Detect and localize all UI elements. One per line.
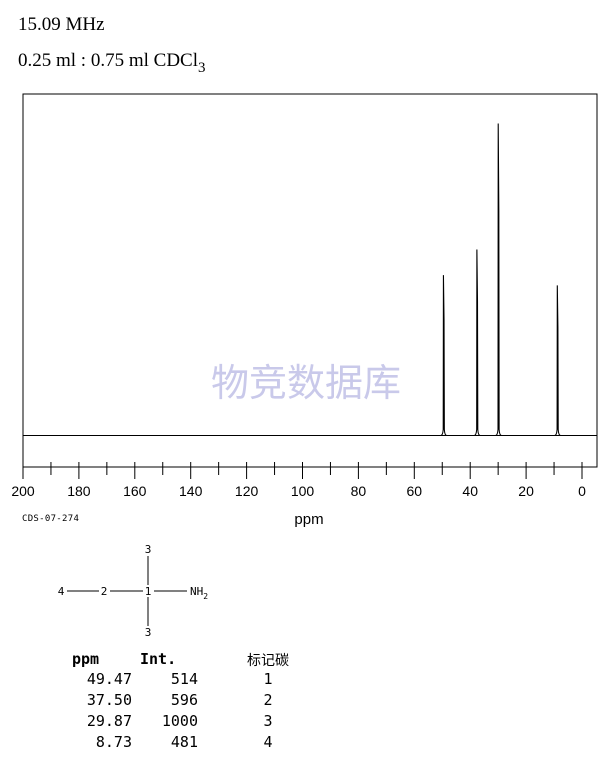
atom-label-3-top: 3 — [145, 543, 152, 556]
cell-carbon: 4 — [263, 733, 273, 751]
cell-int: 481 — [170, 733, 198, 751]
header-int: Int. — [140, 650, 177, 668]
peak-line — [440, 275, 447, 437]
x-tick-label: 20 — [518, 483, 534, 499]
cell-ppm: 49.47 — [86, 670, 132, 688]
atom-label-3-bottom: 3 — [145, 626, 152, 639]
x-tick-label: 100 — [291, 483, 315, 499]
x-tick-label: 180 — [67, 483, 91, 499]
x-tick-label: 40 — [462, 483, 478, 499]
x-tick-label: 120 — [235, 483, 259, 499]
header-label: 标记碳 — [247, 653, 289, 669]
header-ppm: ppm — [72, 650, 100, 668]
peak-line — [495, 123, 502, 437]
x-tick-label: 140 — [179, 483, 203, 499]
x-tick-label: 80 — [351, 483, 367, 499]
cell-ppm: 8.73 — [95, 733, 132, 751]
atom-label-4: 4 — [58, 585, 65, 598]
cell-carbon: 3 — [263, 712, 273, 730]
solvent-subscript: 3 — [198, 60, 206, 76]
x-axis-ticks — [22, 462, 583, 479]
cell-carbon: 1 — [263, 670, 273, 688]
spectrum-peak — [495, 123, 502, 437]
solvent-text: 0.25 ml : 0.75 ml CDCl — [18, 50, 198, 71]
x-tick-label: 160 — [123, 483, 147, 499]
cell-int: 1000 — [161, 712, 198, 730]
spectrum-peak — [474, 249, 481, 437]
plot-frame — [22, 93, 598, 468]
amine-subscript: 2 — [203, 592, 208, 601]
spectrum-code: CDS-07-274 — [22, 514, 80, 524]
cell-ppm: 29.87 — [86, 712, 132, 730]
cell-int: 514 — [170, 670, 198, 688]
cell-int: 596 — [170, 691, 198, 709]
atom-label-2: 2 — [101, 585, 108, 598]
x-axis-tick-labels: 200 180 160 140 120 100 80 60 40 20 0 — [11, 483, 586, 499]
atom-label-1: 1 — [145, 585, 152, 598]
amine-group-label: NH2 — [190, 585, 208, 601]
x-tick-label: 0 — [578, 483, 586, 499]
x-tick-label: 200 — [11, 483, 35, 499]
spectrum-peaks — [440, 123, 561, 437]
cell-carbon: 2 — [263, 691, 273, 709]
x-axis-label: ppm — [294, 511, 323, 528]
frequency-label: 15.09 MHz — [18, 14, 105, 35]
watermark: 物竞数据库 — [211, 361, 401, 405]
amine-group-text: NH — [190, 585, 203, 598]
nmr-spectrum-chart: 200 180 160 140 120 100 80 60 40 20 0 物竞数据库 ppm — [11, 93, 598, 528]
solvent-label: 0.25 ml : 0.75 ml CDCl3 — [18, 50, 206, 77]
spectrum-peak — [440, 275, 447, 437]
molecule-structure: 4 2 1 3 3 NH2 — [58, 543, 209, 639]
peak-line — [554, 285, 561, 437]
peak-line — [474, 249, 481, 437]
cell-ppm: 37.50 — [86, 691, 132, 709]
spectrum-peak — [554, 285, 561, 437]
x-tick-label: 60 — [407, 483, 423, 499]
